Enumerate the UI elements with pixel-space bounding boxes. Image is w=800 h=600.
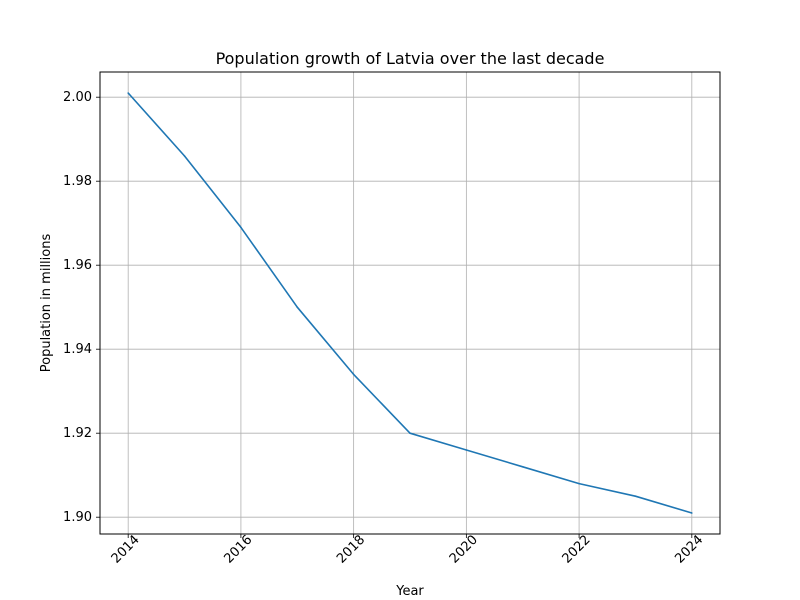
y-tick-label: 1.98 (63, 174, 92, 189)
y-tick-label: 1.94 (63, 342, 92, 357)
grid-lines (100, 72, 720, 534)
y-tick-label: 1.96 (63, 258, 92, 273)
data-point (578, 482, 580, 485)
data-point (521, 466, 524, 468)
y-tick-label: 1.92 (63, 426, 92, 441)
data-point (634, 495, 637, 498)
data-point (465, 449, 468, 451)
data-point (296, 306, 299, 309)
data-point (691, 512, 693, 514)
plot-background (100, 72, 720, 534)
data-point (183, 155, 186, 157)
series-layer (127, 92, 693, 514)
y-axis-label: Population in millions (39, 234, 54, 373)
y-axis-ticks: 1.90 1.92 1.94 1.96 1.98 2.00 (63, 90, 100, 525)
x-axis-label: Year (395, 584, 424, 599)
plot-frame (99, 71, 721, 535)
data-point (127, 92, 129, 94)
data-point (240, 226, 242, 229)
y-tick-label: 2.00 (63, 90, 92, 105)
data-point (352, 373, 355, 376)
y-tick-label: 1.90 (63, 510, 92, 525)
data-point (409, 432, 411, 435)
chart-title: Population growth of Latvia over the las… (216, 49, 605, 68)
